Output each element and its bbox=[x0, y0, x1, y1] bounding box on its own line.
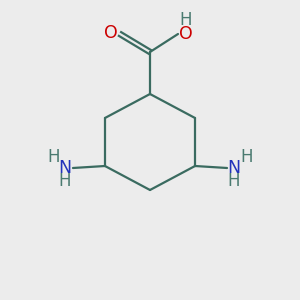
Text: H: H bbox=[228, 172, 240, 190]
Text: H: H bbox=[48, 148, 60, 166]
Text: N: N bbox=[227, 159, 241, 177]
Text: H: H bbox=[241, 148, 253, 166]
Text: O: O bbox=[179, 25, 193, 43]
Text: N: N bbox=[58, 159, 71, 177]
Text: O: O bbox=[104, 24, 118, 42]
Text: H: H bbox=[180, 11, 192, 29]
Text: H: H bbox=[59, 172, 71, 190]
